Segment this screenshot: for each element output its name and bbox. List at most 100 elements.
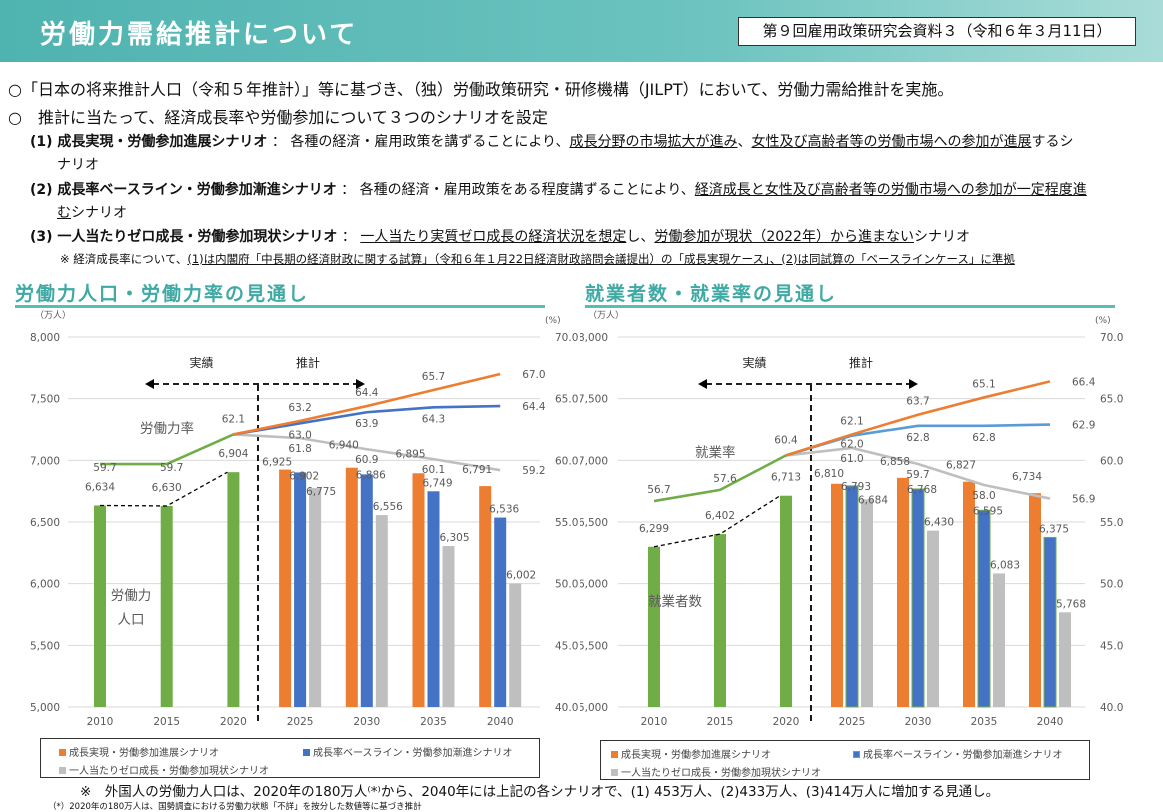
bar-growth xyxy=(897,477,909,707)
y-tick-right: 65.0 xyxy=(1100,394,1123,406)
rate-value-label: 62.8 xyxy=(972,432,995,444)
legend-label: 成長実現・労働参加進展シナリオ xyxy=(621,750,771,761)
y-tick-right: 70.0 xyxy=(1100,332,1123,344)
bar-value-label: 6,749 xyxy=(422,477,452,489)
scenario-2-underline: 経済成長と女性及び高齢者等の労働市場への参加が一定程度進 xyxy=(694,182,1087,198)
bar-value-label: 6,734 xyxy=(1012,471,1042,483)
rate-value-label: 58.0 xyxy=(972,490,995,502)
bar-baseline xyxy=(977,509,991,708)
x-tick-label: 2025 xyxy=(839,716,866,728)
legend-item-growth: 成長実現・労働参加進展シナリオ xyxy=(59,744,219,759)
rate-value-label: 59.7 xyxy=(160,462,183,474)
y-tick-right: 60.0 xyxy=(555,455,578,467)
bar-value-label: 6,768 xyxy=(907,484,937,496)
bar-value-label: 6,684 xyxy=(858,494,888,506)
rate-value-label: 67.0 xyxy=(522,369,545,381)
bar-growth xyxy=(963,481,975,707)
employment-chart: 5,000 40.0 5,500 45.0 6,000 50.0 6,500 55.0 7,00… xyxy=(580,310,1123,728)
rate-value-label: 61.0 xyxy=(840,453,863,465)
bar-actual xyxy=(714,534,726,707)
bar-value-label: 6,083 xyxy=(990,559,1020,571)
rate-value-label: 56.7 xyxy=(647,484,670,496)
x-tick-label: 2010 xyxy=(87,716,114,728)
legend-swatch-orange xyxy=(611,751,618,758)
bar-value-label: 6,713 xyxy=(771,472,801,484)
scenario-2-wrap-underline: む xyxy=(57,205,71,221)
bar-growth xyxy=(831,483,843,707)
x-tick-label: 2010 xyxy=(641,716,668,728)
bar-zero xyxy=(861,499,873,707)
scenario-2: (2) 成長率ベースライン・労働参加漸進シナリオ ： 各種の経済・雇用政策をある… xyxy=(30,179,1087,199)
y-axis-unit-left: （万人） xyxy=(35,310,71,321)
rate-line-baseline xyxy=(233,404,501,436)
bar-zero xyxy=(927,530,939,707)
actual-trend-dashed-line xyxy=(653,495,781,548)
rate-value-label: 64.3 xyxy=(422,413,445,425)
y-tick-left: 7,000 xyxy=(580,455,608,467)
right-chart-title: 就業者数・就業率の見通し xyxy=(585,283,838,305)
rate-value-label: 66.4 xyxy=(1072,376,1096,388)
legend-swatch-gray xyxy=(611,769,618,776)
bar-zero xyxy=(309,488,322,707)
legend-swatch-blue xyxy=(853,751,860,758)
scenario-1-text: ： 各種の経済・雇用政策を講ずることにより、 xyxy=(267,134,570,150)
scenario-2-text: ： 各種の経済・雇用政策をある程度講ずることにより、 xyxy=(336,182,695,198)
projection-period-label: 推計 xyxy=(849,355,873,370)
rate-value-label: 60.9 xyxy=(355,454,378,466)
legend-label: 一人当たりゼロ成長・労働参加現状シナリオ xyxy=(69,766,269,777)
scenario-3-mid: し、 xyxy=(626,229,655,245)
bar-value-label: 6,791 xyxy=(462,464,492,476)
x-tick-label: 2015 xyxy=(153,716,180,728)
footnote: （*）2020年の180万人は、国勢調査における労働力状態「不詳」を按分した数値… xyxy=(48,802,422,812)
left-chart-divider xyxy=(15,305,545,308)
rate-value-label: 60.4 xyxy=(774,434,798,446)
x-tick-label: 2035 xyxy=(971,716,998,728)
rate-value-label: 65.7 xyxy=(422,371,445,383)
left-chart-title: 労働力人口・労働力率の見通し xyxy=(15,283,310,305)
right-chart-divider xyxy=(585,305,1115,308)
rate-value-label: 65.1 xyxy=(972,378,995,390)
bar-zero xyxy=(1059,612,1071,707)
rate-series-label: 就業率 xyxy=(695,444,736,461)
legend-label: 成長率ベースライン・労働参加漸進シナリオ xyxy=(863,750,1063,761)
arrow-left-icon xyxy=(698,379,707,389)
bar-value-label: 5,768 xyxy=(1056,598,1086,610)
y-tick-left: 5,500 xyxy=(580,640,608,652)
bar-value-label: 6,775 xyxy=(306,486,336,498)
rate-series-label: 労働力率 xyxy=(140,420,194,437)
bar-value-label: 6,305 xyxy=(439,532,469,544)
arrow-left-icon xyxy=(145,379,154,389)
bar-baseline xyxy=(294,472,307,707)
growth-note-underline: (1)は内閣府「中長期の経済財政に関する試算」（令和６年１月22日経済財政諮問会… xyxy=(187,252,1015,266)
y-tick-right: 45.0 xyxy=(1100,640,1123,652)
source-badge: 第９回雇用政策研究会資料３（令和６年３月11日） xyxy=(738,17,1136,46)
x-tick-label: 2020 xyxy=(220,716,247,728)
bar-actual xyxy=(94,505,106,707)
y-tick-left: 7,500 xyxy=(580,394,608,406)
bar-actual xyxy=(780,495,792,707)
rate-value-label: 59.7 xyxy=(906,469,929,481)
legend-item-growth: 成長実現・労働参加進展シナリオ xyxy=(611,746,771,761)
legend-swatch-blue xyxy=(303,749,310,756)
y-tick-right: 55.0 xyxy=(1100,517,1123,529)
arrow-right-icon xyxy=(909,379,918,389)
rate-line-actual xyxy=(653,454,787,503)
bullet-2: ○ 推計に当たって、経済成長率や労働参加について３つのシナリオを設定 xyxy=(8,108,548,127)
y-tick-left: 5,000 xyxy=(580,702,608,714)
rate-value-label: 62.1 xyxy=(840,415,863,427)
bar-growth xyxy=(345,467,358,707)
scenario-1: (1) 成長実現・労働参加進展シナリオ ： 各種の経済・雇用政策を講ずることによ… xyxy=(30,131,1073,151)
left-legend: 成長実現・労働参加進展シナリオ 成長率ベースライン・労働参加漸進シナリオ 一人当… xyxy=(40,738,540,778)
y-axis-unit-right: (%) xyxy=(1095,316,1111,326)
rate-line-actual xyxy=(100,433,234,466)
bar-series-label: 人口 xyxy=(118,612,145,628)
bar-baseline xyxy=(911,488,925,708)
legend-item-baseline: 成長率ベースライン・労働参加漸進シナリオ xyxy=(303,744,513,759)
bar-baseline xyxy=(845,485,859,708)
x-tick-label: 2025 xyxy=(287,716,314,728)
rate-value-label: 63.0 xyxy=(288,429,311,441)
bar-value-label: 6,630 xyxy=(152,482,182,494)
rate-line-growth xyxy=(233,372,501,436)
bar-value-label: 6,402 xyxy=(705,510,735,522)
rate-value-label: 63.2 xyxy=(288,402,311,414)
